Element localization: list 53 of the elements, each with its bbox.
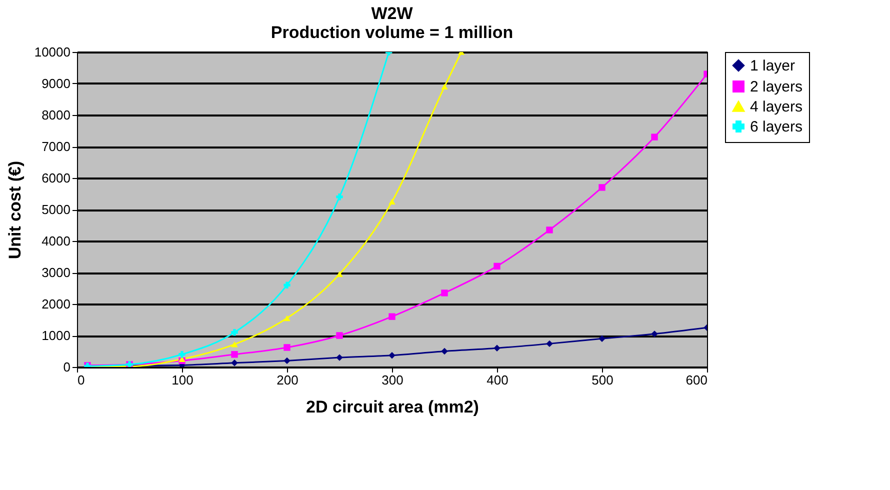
point (651, 134, 658, 140)
point (651, 330, 658, 338)
x-tick-label: 0 (78, 372, 85, 388)
point (494, 344, 500, 352)
y-tick-label: 4000 (42, 234, 70, 248)
point (388, 352, 396, 359)
point (284, 344, 290, 351)
x-tick-label: 200 (276, 372, 298, 388)
point (388, 198, 396, 205)
point (178, 351, 186, 358)
point (336, 354, 343, 361)
x-tick-label: 500 (592, 372, 614, 388)
legend-label: 2 layers (750, 78, 803, 96)
point (388, 313, 396, 320)
point (231, 351, 238, 358)
point (598, 335, 606, 342)
x-tick-label: 400 (486, 372, 508, 388)
legend-label: 4 layers (750, 98, 803, 116)
point (441, 290, 448, 296)
text: Production volume = 1 million (270, 23, 514, 42)
x-tick-label: 300 (382, 372, 404, 388)
y-tick-label: 3000 (42, 265, 70, 280)
y-tick-label: 9000 (42, 76, 70, 91)
x-tick-label: 600 (686, 372, 708, 388)
text: W2W (371, 4, 413, 23)
point (441, 348, 448, 355)
y-tick-label: 2000 (42, 296, 70, 312)
legend-label: 1 layer (750, 58, 796, 74)
y-tick-label: 1000 (42, 328, 70, 343)
x-axis-title: 2D circuit area (mm2) (306, 398, 479, 416)
legend-label: 6 layers (750, 118, 803, 136)
y-tick-label: 6000 (42, 170, 70, 186)
point (231, 328, 238, 336)
point (231, 360, 238, 366)
point (336, 271, 343, 277)
point (336, 332, 343, 339)
y-axis-title: Unit cost (€) (5, 160, 24, 260)
x-tick-label: 100 (172, 372, 194, 388)
y-tick-label: 7000 (42, 139, 70, 154)
y-tick-label: 10000 (34, 44, 70, 60)
point (336, 194, 343, 200)
point (231, 341, 238, 348)
y-tick-label: 8000 (42, 108, 70, 122)
y-tick-label: 5000 (42, 202, 70, 217)
y-tick-label: 0 (63, 360, 70, 374)
point (284, 357, 290, 364)
point (284, 282, 290, 288)
point (546, 226, 553, 234)
point (284, 315, 290, 322)
point (494, 262, 500, 270)
point (546, 340, 553, 348)
point (441, 84, 448, 90)
point (598, 184, 606, 191)
